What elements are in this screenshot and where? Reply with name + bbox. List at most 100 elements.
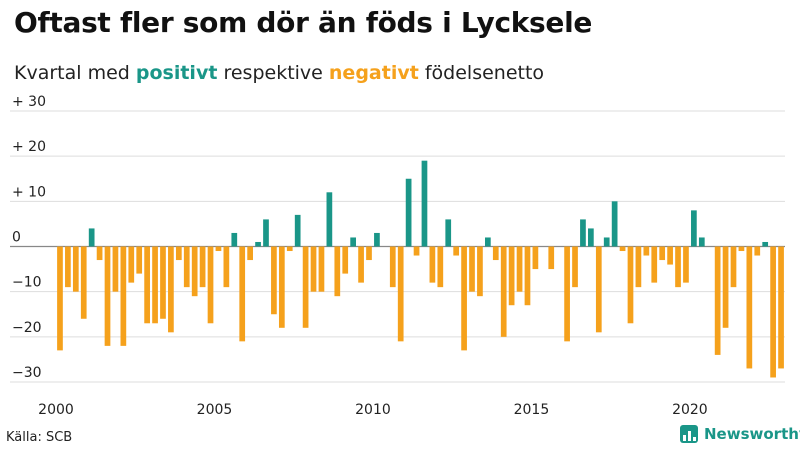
bar-positive [421,160,428,247]
brand-logo: Newsworthy [680,425,800,443]
bar-positive [350,237,356,247]
y-tick-label: + 30 [12,94,46,110]
bar-negative [80,246,87,319]
bar-negative [215,246,222,252]
bar-negative [302,246,309,328]
bar-negative [492,246,499,261]
y-tick-label: −10 [12,275,42,291]
bar-negative [524,246,531,306]
chart-title: Oftast fler som dör än föds i Lycksele [14,6,593,39]
y-tick-label: −30 [12,365,42,381]
bar-negative [453,246,460,256]
bar-positive [588,228,594,247]
bar-positive [405,178,412,247]
bar-negative [738,246,745,252]
x-tick-label: 2020 [672,402,708,418]
bar-positive [88,228,95,247]
bar-negative [397,246,404,342]
bar-negative [136,246,143,274]
chart-subtitle: Kvartal med positivt respektive negativt… [14,62,544,84]
bar-positive [611,201,618,247]
x-tick-label: 2005 [197,402,233,418]
bar-negative [144,246,150,324]
bar-negative [72,246,79,292]
bar-negative [207,246,214,324]
bar-positive [374,232,380,247]
bar-negative [366,246,372,261]
bar-negative [104,246,111,346]
bar-negative [564,246,570,342]
bar-negative [175,246,182,261]
bar-negative [247,246,253,261]
bar-positive [691,210,697,247]
bar-negative [389,246,396,288]
bar-negative [469,246,475,292]
bar-negative [532,246,539,270]
bar-negative [191,246,198,297]
bar-positive [762,241,769,247]
bar-negative [57,246,63,351]
bar-negative [683,246,689,283]
subtitle-prefix: Kvartal med [14,62,136,84]
subtitle-negative: negativt [328,62,419,84]
bar-negative [429,246,436,283]
bar-positive [580,219,586,247]
bar-negative [358,246,364,283]
bar-negative [643,246,650,256]
bar-negative [413,246,420,256]
source-label: Källa: SCB [6,430,73,445]
bar-positive [603,237,610,247]
bar-negative [595,246,602,333]
subtitle-suffix: födelsenetto [418,62,545,84]
bar-negative [675,246,681,288]
subtitle-positive: positivt [135,62,218,84]
bar-positive [231,232,238,247]
bar-negative [714,246,721,355]
bar-negative [627,246,634,324]
bar-positive [698,237,705,247]
bar-negative [437,246,444,288]
bar-negative [477,246,483,297]
x-tick-label: 2000 [38,402,74,418]
y-tick-label: −20 [12,320,42,336]
brand-name: Newsworthy [704,425,800,443]
bar-negative [168,246,174,333]
bar-negative [183,246,190,288]
y-tick-label: + 20 [12,139,46,155]
bar-negative [659,246,666,261]
bar-negative [754,246,761,256]
bar-negative [461,246,467,351]
bar-negative [651,246,658,283]
bar-negative [548,246,555,270]
bar-negative [96,246,103,261]
y-tick-label: 0 [12,230,21,246]
bar-negative [152,246,158,324]
y-tick-label: + 10 [12,184,46,200]
bar-negative [112,246,119,292]
bar-negative [310,246,317,292]
bar-negative [667,246,673,265]
bar-negative [286,246,293,252]
bar-positive [263,219,269,247]
bar-negative [722,246,729,328]
bar-negative [120,246,127,346]
bar-negative [730,246,737,288]
bar-negative [572,246,578,288]
x-tick-label: 2015 [514,402,550,418]
bar-negative [619,246,626,252]
bar-negative [65,246,71,288]
bar-negative [128,246,135,283]
bar-positive [485,237,491,247]
bar-negative [508,246,515,306]
bar-negative [223,246,230,288]
bar-negative [318,246,325,292]
bar-negative [635,246,642,288]
bar-negative [271,246,277,315]
bar-negative [239,246,246,342]
bar-negative [199,246,206,288]
bar-negative [334,246,341,297]
bar-positive [255,241,261,247]
bar-negative [342,246,349,274]
bar-negative [500,246,507,337]
